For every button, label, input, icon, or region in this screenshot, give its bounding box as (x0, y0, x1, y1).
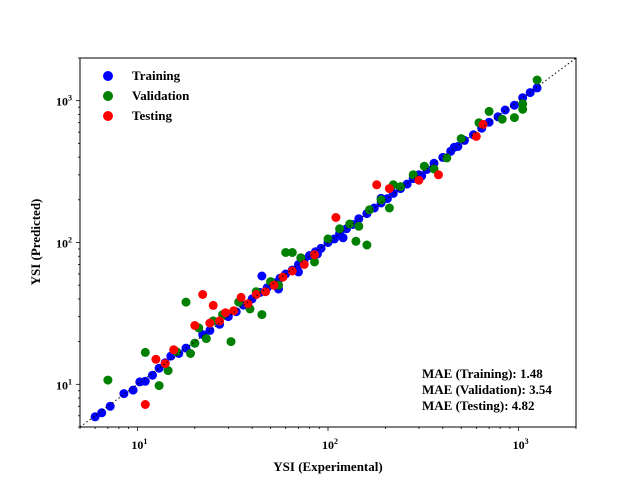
data-point-testing (261, 287, 270, 297)
data-point-validation (419, 161, 429, 171)
mae-training-annotation: MAE (Training): 1.48 (422, 366, 543, 381)
data-point-validation (281, 248, 291, 257)
data-point-testing (160, 359, 170, 369)
mae-testing-annotation: MAE (Testing): 4.82 (422, 398, 535, 413)
x-tick-label: 101 (131, 437, 147, 452)
data-point-validation (163, 366, 173, 376)
data-point-testing (229, 306, 239, 316)
data-point-testing (208, 300, 218, 310)
legend-label-testing: Testing (132, 108, 172, 123)
legend-marker-testing (103, 111, 113, 121)
mae-annotations: MAE (Training): 1.48 MAE (Validation): 3… (422, 366, 552, 413)
data-point-testing (478, 119, 488, 129)
data-point-validation (190, 338, 200, 348)
data-point-validation (103, 375, 113, 385)
legend-marker-training (103, 71, 113, 81)
data-point-testing (310, 250, 319, 260)
data-point-validation (442, 153, 452, 163)
data-point-validation (257, 310, 267, 320)
data-point-training (532, 83, 542, 93)
identity-reference-line (79, 57, 577, 428)
data-point-validation (345, 219, 355, 229)
data-point-validation (396, 182, 405, 192)
data-point-training (500, 105, 510, 115)
legend-label-validation: Validation (132, 88, 190, 103)
data-point-testing (434, 170, 443, 180)
data-point-testing (384, 184, 394, 194)
data-point-testing (190, 321, 200, 330)
data-point-training (119, 389, 129, 399)
data-point-validation (335, 224, 345, 234)
data-point-validation (456, 134, 466, 144)
data-point-testing (372, 180, 382, 190)
data-point-validation (532, 75, 542, 85)
data-point-validation (365, 205, 374, 215)
data-point-validation (140, 347, 150, 357)
data-point-testing (299, 260, 309, 269)
data-point-validation (408, 170, 418, 180)
x-axis-label: YSI (Experimental) (273, 459, 382, 474)
data-point-testing (169, 345, 179, 355)
data-point-training (449, 142, 459, 152)
y-tick-label: 102 (56, 236, 72, 251)
data-point-testing (331, 213, 341, 222)
data-point-validation (323, 234, 333, 244)
data-point-validation (181, 297, 191, 307)
data-point-validation (287, 248, 297, 257)
data-point-testing (414, 175, 424, 185)
data-point-training (105, 401, 115, 411)
x-tick-label: 102 (322, 437, 338, 452)
data-point-validation (518, 99, 528, 109)
legend-marker-validation (103, 91, 113, 101)
data-point-validation (186, 349, 195, 358)
data-point-testing (151, 354, 161, 364)
mae-validation-annotation: MAE (Validation): 3.54 (422, 382, 552, 397)
axis-ticks: 101 102 103 101 102 103 (56, 57, 577, 452)
data-point-validation (484, 106, 494, 116)
data-point-testing (287, 266, 297, 276)
data-point-validation (362, 240, 372, 250)
data-point-testing (251, 290, 261, 299)
data-point-training (509, 100, 519, 110)
data-point-testing (471, 131, 481, 141)
data-point-testing (140, 400, 150, 409)
data-point-testing (269, 280, 279, 290)
data-point-validation (384, 203, 394, 213)
data-point-testing (221, 308, 230, 318)
data-point-training (140, 376, 150, 386)
y-tick-label: 103 (56, 94, 72, 109)
data-point-validation (201, 334, 211, 344)
data-point-validation (351, 236, 361, 246)
data-point-testing (215, 316, 225, 326)
data-point-validation (154, 381, 164, 391)
data-point-training (257, 271, 267, 281)
y-axis-label: YSI (Predicted) (28, 199, 43, 286)
data-point-training (97, 408, 107, 418)
data-point-testing (278, 272, 288, 282)
data-point-training (154, 363, 164, 373)
data-point-validation (376, 195, 386, 205)
data-point-validation (509, 113, 519, 123)
data-point-validation (354, 221, 364, 231)
data-point-validation (226, 337, 236, 347)
data-point-training (338, 233, 348, 243)
legend-label-training: Training (132, 68, 181, 83)
data-point-training (128, 385, 138, 395)
data-point-testing (236, 292, 246, 302)
x-tick-label: 103 (513, 437, 529, 452)
data-point-testing (205, 318, 215, 328)
data-point-validation (296, 253, 306, 263)
y-tick-label: 101 (56, 377, 72, 392)
data-point-testing (243, 299, 253, 309)
data-point-validation (310, 257, 319, 267)
data-point-testing (198, 290, 208, 299)
data-point-validation (497, 114, 507, 124)
data-point-training (148, 370, 157, 380)
legend: Training Validation Testing (103, 68, 190, 123)
